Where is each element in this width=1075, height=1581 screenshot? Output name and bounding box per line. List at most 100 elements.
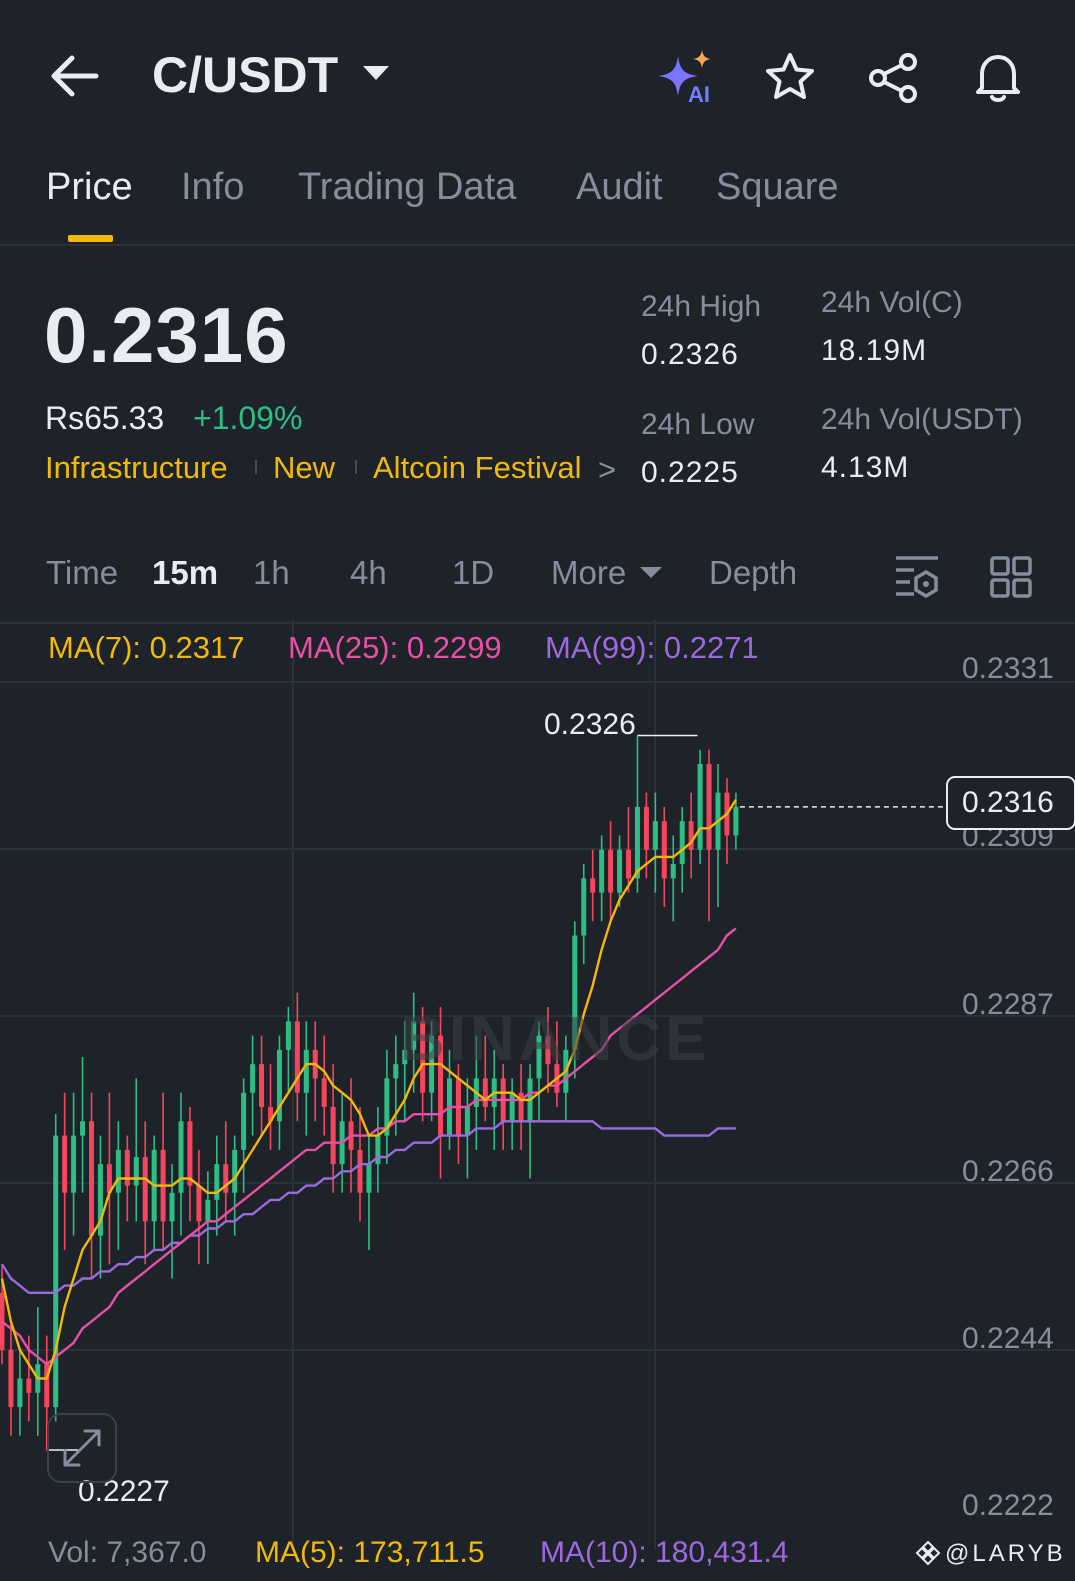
candle (411, 992, 417, 1093)
interval-4h[interactable]: 4h (350, 554, 387, 591)
toolbar-divider (0, 622, 1075, 624)
candlestick-chart[interactable] (0, 620, 1075, 1550)
candle (160, 1092, 166, 1250)
tab-info[interactable]: Info (181, 166, 245, 208)
interval-15m[interactable]: 15m (152, 554, 219, 591)
candle (688, 792, 694, 879)
candle (241, 1078, 247, 1193)
volume-value: Vol: 7,367.0 (48, 1536, 207, 1569)
active-tab-indicator (68, 235, 113, 242)
candle (205, 1171, 211, 1265)
y-axis-tick: 0.2266 (962, 1155, 1054, 1188)
candle (438, 1006, 444, 1179)
tab-square[interactable]: Square (716, 166, 839, 208)
candle (599, 835, 605, 922)
tab-trading-data[interactable]: Trading Data (298, 166, 517, 208)
candle (151, 1135, 157, 1250)
ma99-line (0, 1120, 736, 1294)
candle (464, 1078, 470, 1179)
candle (393, 1035, 399, 1136)
candle (500, 1064, 506, 1150)
candle (724, 778, 730, 865)
candle (733, 792, 739, 850)
candle (17, 1349, 23, 1436)
high-marker-label: 0.2326 (544, 708, 636, 741)
y-axis-tick: 0.2222 (962, 1489, 1054, 1522)
interval-more[interactable]: More (551, 554, 627, 591)
tab-audit[interactable]: Audit (576, 166, 663, 208)
candle (53, 1114, 59, 1422)
ma25-legend: MA(25): 0.2299 (288, 630, 502, 665)
candle (634, 735, 640, 893)
pair-dropdown-caret-icon[interactable] (363, 66, 389, 80)
vol-quote-24h-label: 24h Vol(USDT) (821, 403, 1023, 436)
candle (652, 792, 658, 893)
candle (509, 1078, 515, 1150)
tab-price[interactable]: Price (46, 166, 133, 208)
share-icon[interactable] (866, 52, 920, 104)
interval-1h[interactable]: 1h (253, 554, 290, 591)
candle (617, 835, 623, 907)
candle (285, 1006, 291, 1093)
tag-new[interactable]: New (273, 450, 336, 485)
tag-altcoin-festival[interactable]: Altcoin Festival (373, 450, 582, 485)
ai-badge: AI (688, 82, 710, 107)
vol-base-24h-label: 24h Vol(C) (821, 286, 963, 319)
expand-icon (63, 1429, 101, 1467)
low-24h-value: 0.2225 (641, 456, 739, 489)
candle (8, 1321, 14, 1436)
high-24h-value: 0.2326 (641, 338, 739, 371)
candle (187, 1107, 193, 1222)
pair-title[interactable]: C/USDT (152, 47, 339, 103)
y-axis-tick: 0.2287 (962, 988, 1054, 1021)
candle (44, 1335, 50, 1450)
candle (62, 1092, 68, 1250)
indicator-settings-icon[interactable] (894, 554, 940, 598)
candle (35, 1307, 41, 1436)
candle (384, 1049, 390, 1165)
candle (626, 806, 631, 893)
back-arrow-icon[interactable] (48, 54, 100, 98)
candle (196, 1149, 202, 1265)
layout-grid-icon[interactable] (990, 556, 1032, 598)
fullscreen-button[interactable] (47, 1413, 117, 1483)
candle (536, 1021, 542, 1122)
binance-watermark: BINANCE (400, 1005, 711, 1074)
interval-1d[interactable]: 1D (452, 554, 495, 591)
candle (276, 1035, 282, 1150)
low-24h-label: 24h Low (641, 408, 755, 441)
tag-infrastructure[interactable]: Infrastructure (45, 450, 228, 485)
fiat-price: Rs65.33 (45, 400, 165, 436)
current-price-label: 0.2316 (962, 786, 1054, 819)
candle (715, 764, 721, 907)
candle (214, 1135, 220, 1236)
candle (71, 1092, 77, 1236)
interval-time[interactable]: Time (46, 554, 119, 591)
vol-base-24h-value: 18.19M (821, 334, 928, 367)
candle (321, 1035, 327, 1136)
candle (670, 835, 676, 922)
candle (706, 749, 712, 922)
candle (518, 1064, 524, 1150)
candle (697, 749, 703, 865)
candle (375, 1107, 381, 1193)
depth-toggle[interactable]: Depth (709, 554, 798, 591)
more-caret-icon[interactable] (640, 567, 662, 578)
candle (294, 992, 300, 1122)
candle (223, 1121, 229, 1222)
chevron-right-icon[interactable]: > (598, 452, 617, 487)
bell-icon[interactable] (972, 50, 1024, 104)
ma99-legend: MA(99): 0.2271 (545, 630, 759, 665)
y-axis-tick: 0.2331 (962, 652, 1054, 685)
candle (106, 1092, 112, 1265)
candle (608, 821, 614, 922)
high-24h-label: 24h High (641, 290, 762, 323)
star-icon[interactable] (764, 52, 816, 102)
vol-quote-24h-value: 4.13M (821, 451, 910, 484)
candle (250, 1035, 256, 1136)
ma7-legend: MA(7): 0.2317 (48, 630, 245, 665)
candle (303, 1021, 309, 1136)
candle (80, 1056, 86, 1193)
ai-sparkle-icon[interactable] (656, 48, 718, 106)
ma7-line (0, 799, 737, 1380)
